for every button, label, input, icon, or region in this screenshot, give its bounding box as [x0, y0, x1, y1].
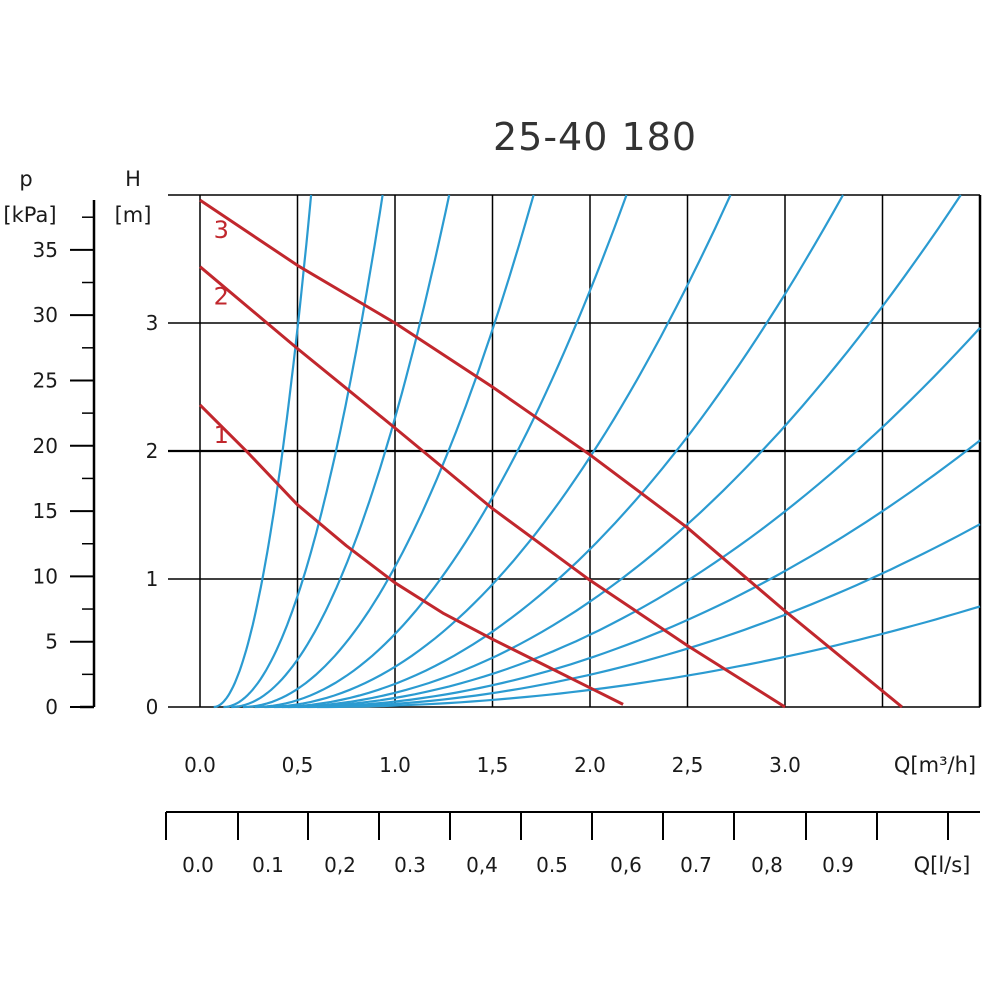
system-curve	[254, 194, 628, 709]
h-tick-label: 1	[146, 567, 159, 591]
x-axis-unit-label: Q[m³/h]	[894, 753, 976, 777]
h-tick-label: 0	[146, 695, 159, 719]
x-tick-label: 3.0	[769, 753, 801, 777]
system-curve	[213, 194, 313, 709]
x-tick-label: 1.0	[379, 753, 411, 777]
lps-tick-label: 0.7	[680, 853, 712, 877]
system-curve	[287, 327, 981, 709]
pump-curve-label: 1	[214, 421, 229, 449]
lps-tick-label: 0,6	[610, 853, 642, 877]
pump-curves: 1 2 3	[198, 198, 903, 709]
lps-tick-label: 0.5	[536, 853, 568, 877]
lps-tick-label: 0,4	[466, 853, 498, 877]
lps-tick-label: 0.0	[182, 853, 214, 877]
lps-axis-unit-label: Q[l/s]	[914, 853, 971, 877]
system-curve	[264, 194, 732, 709]
lps-axis: 0.0 0.1 0,2 0.3 0,4 0.5 0,6 0.7 0,8 0.9	[165, 811, 980, 877]
x-tick-label: 2,5	[672, 753, 704, 777]
p-tick-label: 35	[33, 238, 58, 262]
system-curve	[317, 605, 981, 709]
h-axis-unit: [m]	[115, 203, 152, 227]
pump-curve-1	[198, 403, 624, 706]
p-axis: 35 30 25 20 15 10 5 0	[33, 200, 96, 719]
p-tick-label: 5	[45, 630, 58, 654]
p-tick-label: 0	[45, 695, 58, 719]
p-axis-symbol: p	[19, 167, 32, 191]
x-axis-ticks: 0.0 0,5 1.0 1,5 2.0 2,5 3.0	[184, 753, 801, 777]
system-curve	[223, 194, 384, 709]
system-curve	[274, 194, 844, 709]
x-tick-label: 0.0	[184, 753, 216, 777]
pump-curve-2	[199, 265, 786, 709]
lps-tick-label: 0,8	[751, 853, 783, 877]
system-curve	[307, 523, 981, 709]
pump-curve-label: 3	[214, 216, 229, 244]
system-curve	[231, 194, 451, 709]
lps-tick-label: 0,2	[324, 853, 356, 877]
system-curve	[281, 194, 962, 709]
p-axis-unit: [kPa]	[3, 203, 56, 227]
system-curves	[213, 194, 981, 709]
system-curve	[297, 439, 981, 709]
lps-tick-label: 0.9	[822, 853, 854, 877]
h-tick-label: 2	[146, 439, 159, 463]
p-tick-label: 10	[33, 564, 58, 588]
pump-curve-label: 2	[214, 283, 229, 311]
chart-title: 25-40 180	[493, 115, 697, 159]
h-axis-ticks: 3 2 1 0	[146, 311, 159, 719]
p-tick-label: 15	[33, 499, 58, 523]
x-tick-label: 0,5	[282, 753, 314, 777]
lps-tick-label: 0.3	[394, 853, 426, 877]
pump-curve-3	[199, 198, 903, 709]
x-tick-label: 1,5	[477, 753, 509, 777]
x-tick-label: 2.0	[574, 753, 606, 777]
p-tick-label: 20	[33, 434, 58, 458]
h-tick-label: 3	[146, 311, 159, 335]
h-axis-symbol: H	[125, 167, 141, 191]
p-tick-label: 30	[33, 303, 58, 327]
lps-tick-label: 0.1	[252, 853, 284, 877]
p-tick-label: 25	[33, 368, 58, 392]
